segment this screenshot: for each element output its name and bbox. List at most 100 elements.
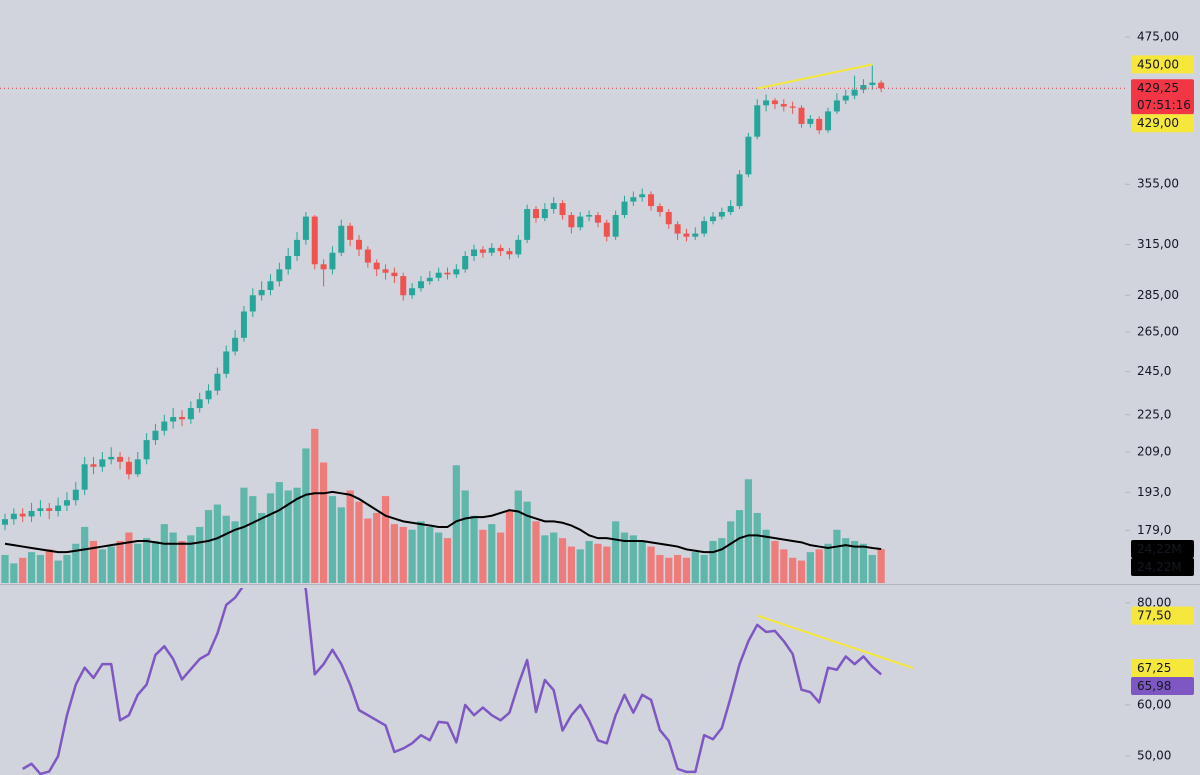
candle-body	[524, 209, 531, 240]
candle-body	[435, 272, 442, 278]
candle-body	[249, 295, 256, 312]
candle-body	[533, 209, 539, 219]
volume-bar	[806, 552, 814, 583]
candle-body	[28, 510, 35, 517]
rsi-line	[22, 588, 882, 775]
volume-bar	[346, 490, 354, 583]
volume-badge-bg	[1131, 558, 1194, 577]
volume-bar	[665, 557, 673, 583]
y-tick-label: 475,00	[1137, 30, 1179, 44]
volume-bar	[523, 501, 531, 583]
volume-bar	[532, 521, 540, 583]
volume-bar	[842, 538, 850, 583]
candle-body	[125, 461, 132, 475]
trend-badge-bg	[1131, 658, 1194, 677]
candle-body	[37, 508, 44, 511]
volume-bar	[293, 487, 301, 583]
candle-body	[736, 174, 743, 207]
y-tick-label: 50,00	[1137, 749, 1171, 763]
candle-body	[117, 456, 124, 462]
volume-bar	[443, 538, 452, 583]
volume-bar	[541, 535, 549, 583]
volume-bar	[426, 526, 434, 583]
candle-body	[869, 82, 876, 85]
volume-bar	[435, 532, 443, 583]
volume-bar	[682, 557, 691, 583]
candle-body	[240, 311, 247, 338]
candle-body	[19, 513, 26, 517]
volume-bar	[355, 501, 363, 583]
candle-body	[568, 215, 575, 228]
rsi-pane	[22, 588, 914, 775]
volume-bar	[558, 538, 567, 583]
candle-body	[258, 289, 265, 296]
candle-body	[701, 221, 708, 234]
volume-bar	[373, 512, 381, 583]
volume-bar	[125, 532, 133, 583]
y-tick-label: 209,0	[1137, 445, 1171, 459]
candle-body	[90, 464, 97, 467]
candle-body	[400, 276, 407, 296]
volume-bar	[594, 543, 602, 583]
volume-bar	[780, 549, 788, 583]
ma-badge-label: 24,22M	[1137, 542, 1182, 556]
candle-body	[594, 215, 601, 223]
candle-body	[577, 216, 584, 228]
y-tick-label: 179,0	[1137, 523, 1171, 537]
candle-body	[99, 459, 106, 467]
candle-body	[72, 489, 79, 501]
candle-body	[205, 390, 212, 400]
candle-body	[497, 247, 504, 252]
y-tick-label: 355,00	[1137, 177, 1179, 191]
trend-badge-bg	[1131, 55, 1194, 74]
volume-bar	[514, 490, 522, 583]
volume-ma-line	[4, 490, 882, 554]
volume-bar	[859, 543, 868, 583]
volume-bar	[249, 496, 257, 583]
volume-bar	[320, 462, 328, 583]
candle-body	[276, 269, 283, 282]
candle-body	[391, 272, 398, 277]
trend-badge-label: 429,00	[1137, 116, 1179, 130]
volume-bar	[408, 529, 416, 583]
price-badge-label: 429,25	[1137, 81, 1179, 95]
candle-body	[382, 269, 389, 273]
volume-bar	[54, 560, 62, 583]
volume-bar	[550, 532, 558, 583]
candle-body	[586, 215, 593, 217]
candle-body	[816, 118, 823, 131]
y-tick-label: 80,00	[1137, 595, 1171, 609]
volume-bar	[479, 529, 487, 583]
y-tick-label: 225,0	[1137, 407, 1171, 421]
volume-bar	[302, 448, 310, 583]
volume-bar	[213, 504, 221, 583]
volume-bar	[284, 490, 292, 583]
volume-bar	[868, 554, 876, 583]
volume-bar	[567, 546, 575, 583]
volume-bar	[311, 428, 319, 583]
candle-body	[329, 252, 336, 270]
candle-body	[754, 105, 761, 137]
volume-bar	[877, 549, 885, 583]
trend-badge-label: 67,25	[1137, 661, 1171, 675]
volume-bar	[89, 540, 98, 583]
candle-body	[541, 209, 548, 219]
volume-bar	[36, 554, 44, 583]
volume-bar	[833, 529, 841, 583]
candle-body	[825, 111, 832, 131]
candle-body	[745, 136, 752, 175]
volume-bar	[390, 524, 398, 583]
volume-bar	[824, 543, 832, 583]
trend-line	[756, 614, 914, 669]
volume-bar	[72, 543, 80, 583]
volume-bar	[727, 521, 735, 583]
volume-bar	[328, 496, 337, 583]
price-badge-label: 07:51:16	[1137, 98, 1191, 112]
volume-bar	[735, 510, 744, 583]
volume-bar	[231, 521, 239, 583]
volume-bar	[452, 465, 460, 583]
price-pane	[0, 63, 1125, 583]
volume-bar	[851, 540, 859, 583]
